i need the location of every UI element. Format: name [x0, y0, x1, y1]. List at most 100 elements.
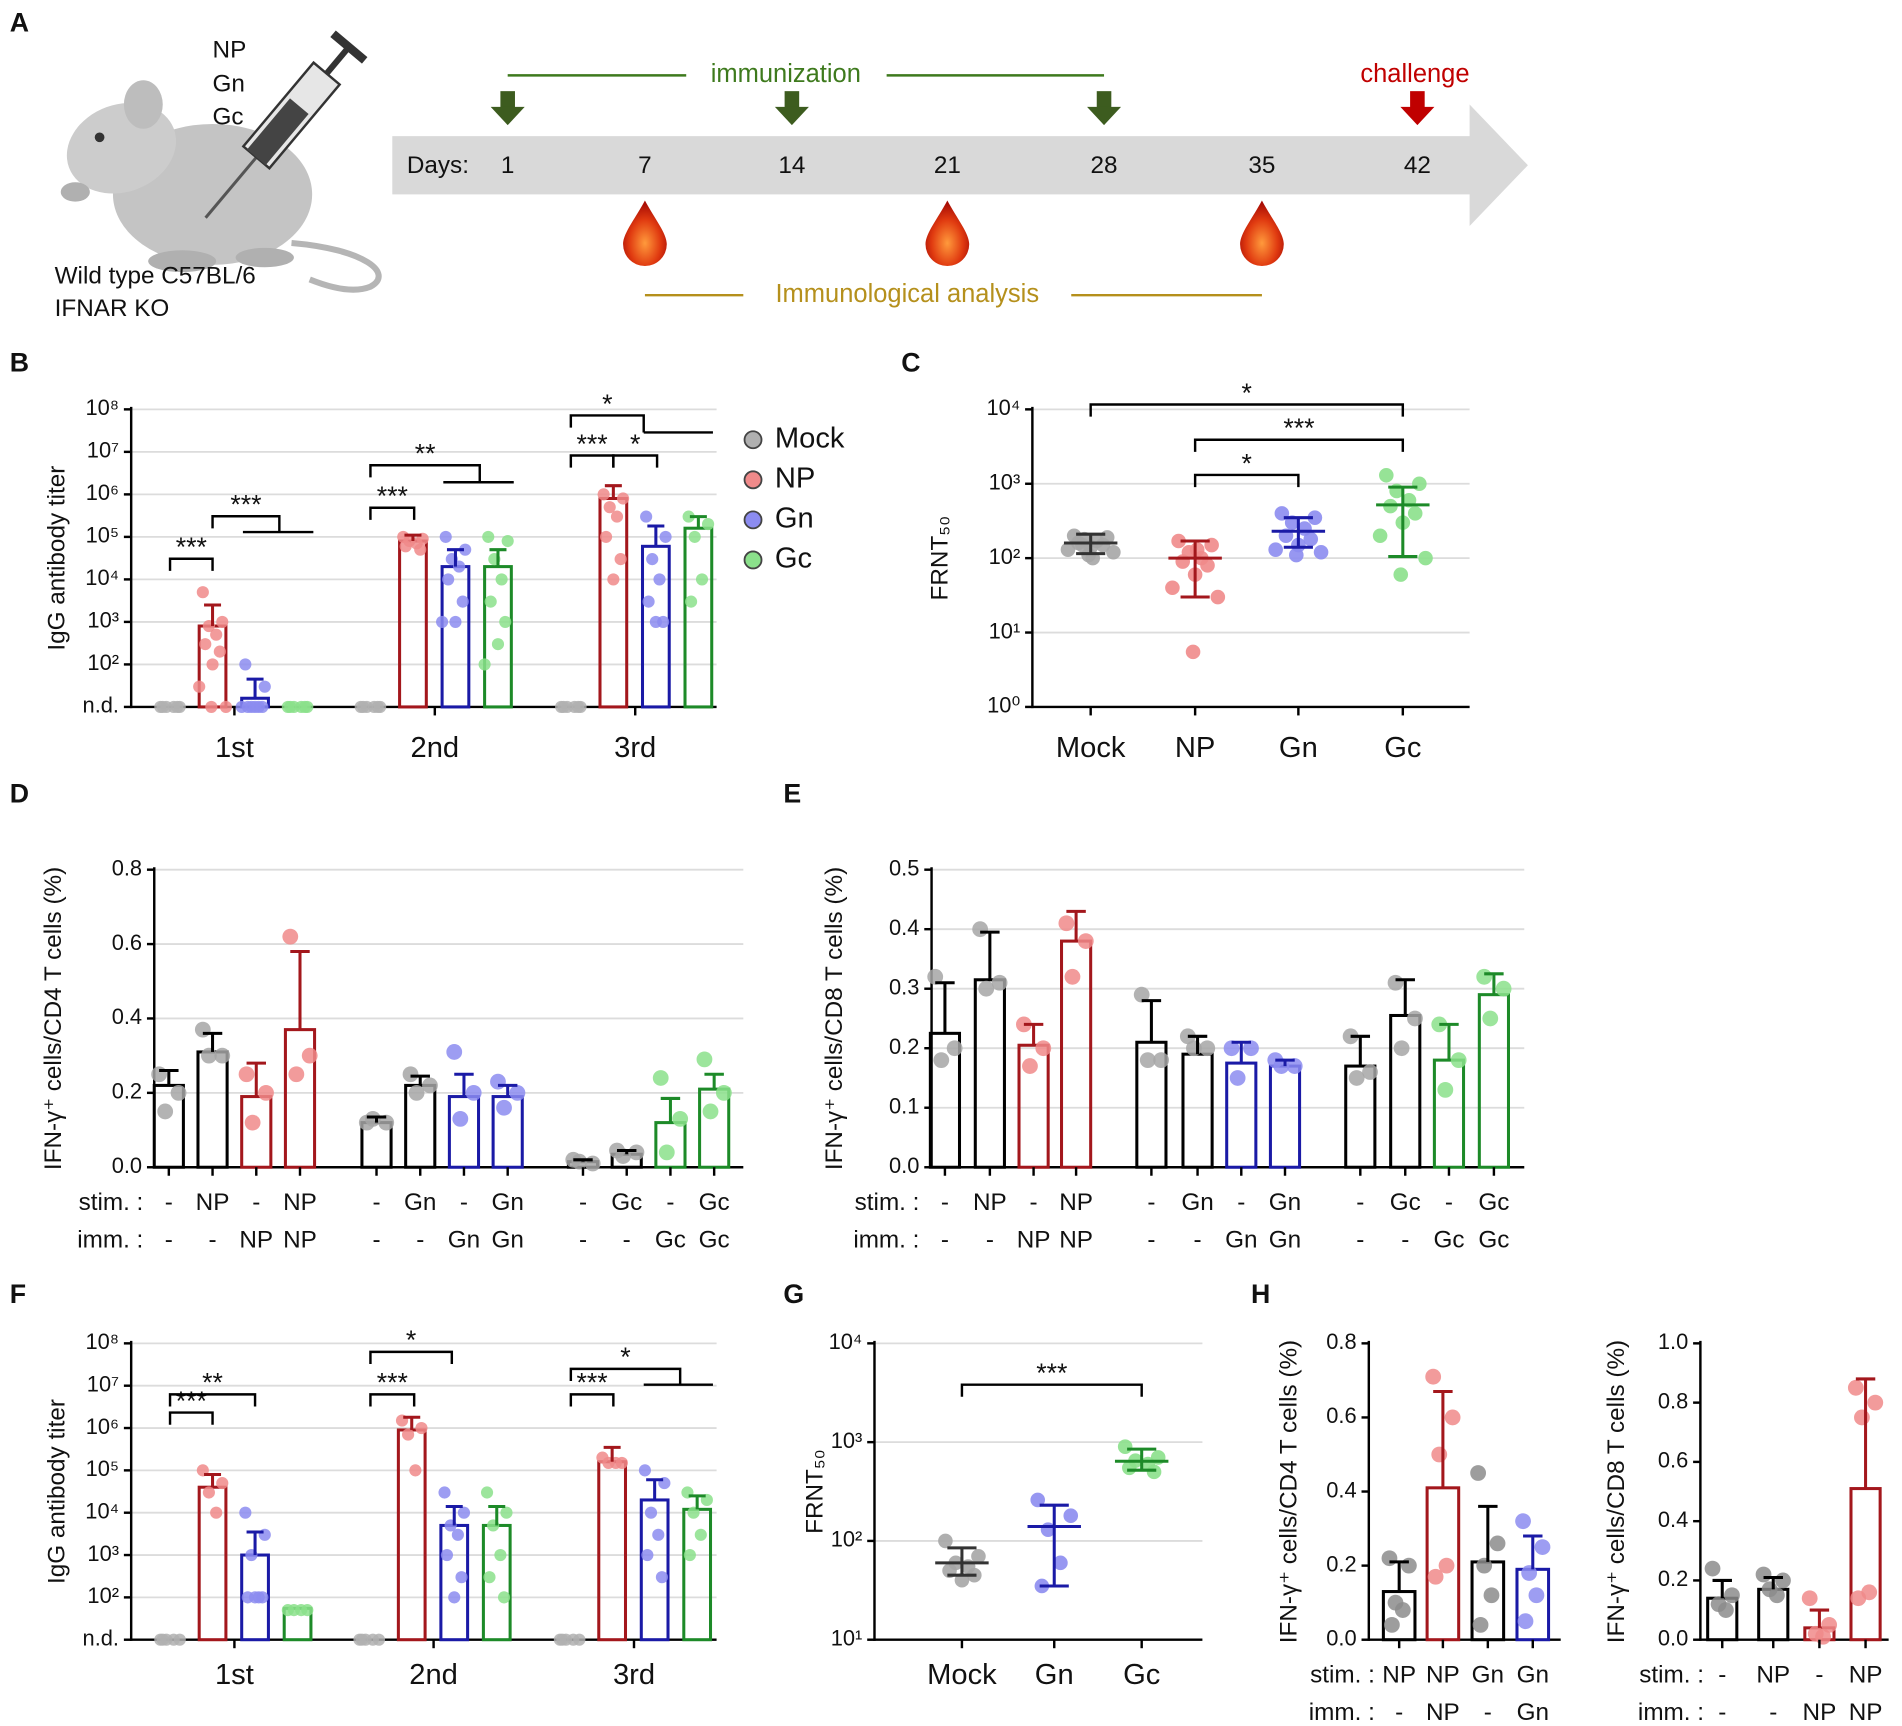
y-tick-label: 10⁷ [87, 438, 119, 463]
y-tick-label: n.d. [83, 1625, 119, 1650]
legend-marker [743, 470, 763, 490]
data-point [199, 638, 212, 651]
data-point [483, 1571, 496, 1584]
data-point [238, 1066, 255, 1083]
bar [440, 565, 471, 709]
stim-label: - [372, 1189, 380, 1216]
data-point [646, 553, 659, 566]
data-point [1060, 542, 1076, 557]
data-point [972, 921, 989, 938]
stim-label: - [460, 1189, 468, 1216]
x-tick-label: 1st [215, 1659, 254, 1691]
panel-a: A NP Gn Gc Wild type C57BL/6 IFNAR KO Da… [10, 7, 1528, 322]
y-axis-label: IgG antibody titer [44, 1399, 71, 1584]
data-point [201, 1047, 217, 1064]
data-point [1407, 506, 1423, 521]
data-point [1075, 537, 1090, 553]
data-point [1755, 1566, 1772, 1583]
y-tick-label: 10³ [831, 1428, 863, 1453]
data-point [938, 1533, 953, 1549]
y-tick-label: 0.4 [112, 1004, 142, 1029]
data-point [216, 1477, 229, 1490]
panel-letter: D [10, 779, 29, 809]
data-point [652, 1070, 669, 1086]
data-point [171, 700, 184, 714]
data-point [1431, 1446, 1448, 1463]
data-point [364, 1110, 381, 1127]
data-point [978, 980, 995, 997]
imm-label: NP [1803, 1699, 1837, 1726]
stim-label: Gn [1472, 1662, 1504, 1689]
data-point [599, 530, 613, 543]
imm-label: Gc [655, 1227, 686, 1254]
imm-label: - [1395, 1699, 1403, 1726]
data-point [248, 1591, 262, 1604]
imm-label: - [209, 1227, 217, 1254]
significance: * [620, 1342, 630, 1372]
imm-label: NP [1426, 1699, 1460, 1726]
y-tick-label: 10⁴ [85, 1498, 119, 1523]
data-point [1243, 1040, 1259, 1057]
data-point [927, 968, 944, 985]
data-point [167, 1633, 180, 1646]
data-point [991, 974, 1008, 991]
data-point [1268, 542, 1283, 557]
imm-label: - [1484, 1699, 1492, 1726]
timeline-marks: 1 7 14 21 28 35 42 [490, 91, 1435, 267]
legend-label: Mock [775, 422, 845, 454]
data-point [482, 530, 495, 543]
data-point [1769, 1587, 1785, 1604]
bar [196, 1050, 229, 1169]
bar [396, 1428, 427, 1642]
y-axis-label: IgG antibody titer [44, 466, 71, 651]
stim-label: - [1030, 1189, 1038, 1216]
arrow [1400, 106, 1435, 126]
y-tick-label: 0.2 [1658, 1566, 1688, 1591]
bracket [168, 1411, 214, 1425]
data-point [655, 1571, 669, 1584]
y-axis-label: FRNT₅₀ [927, 516, 954, 601]
data-point [1313, 544, 1329, 560]
data-point [490, 1073, 506, 1090]
data-point [496, 1099, 512, 1116]
legend-marker [743, 430, 763, 450]
data-point [500, 1506, 513, 1519]
data-point [1200, 558, 1215, 573]
row-header: stim. : [855, 1189, 920, 1216]
data-point [491, 638, 505, 651]
y-tick-label: 0.4 [1658, 1507, 1688, 1532]
data-point [610, 510, 624, 523]
data-point [456, 595, 469, 608]
significance: * [1242, 378, 1252, 408]
data-point [459, 543, 472, 556]
data-point [603, 501, 616, 514]
data-point [495, 573, 508, 586]
row-header: imm. : [77, 1227, 143, 1254]
bracket [569, 414, 713, 434]
x-tick-label: Mock [927, 1659, 997, 1691]
data-point [408, 1084, 425, 1101]
y-tick-label: 0.0 [889, 1153, 919, 1178]
data-point [1704, 1560, 1721, 1577]
imm-label: - [623, 1227, 631, 1254]
bracket [168, 1393, 257, 1407]
bracket [211, 515, 314, 534]
panel-letter: H [1251, 1279, 1270, 1309]
x-tick-label: Gn [1279, 732, 1318, 764]
data-point [1450, 1052, 1467, 1069]
data-point [1489, 1535, 1506, 1552]
data-point [1483, 1587, 1500, 1604]
charts: Bn.d. 10² 10³ 10⁴ 10⁵ 10⁶ 10⁷ 10⁸ IgG antibody t… [10, 347, 1889, 1726]
data-point [448, 1591, 461, 1604]
data-point [213, 645, 226, 658]
arrow [784, 91, 800, 109]
bar [1181, 1052, 1214, 1169]
y-tick-label: 0.8 [112, 855, 142, 880]
data-point [1289, 547, 1304, 563]
arrow [1087, 106, 1122, 126]
data-point [414, 543, 427, 556]
x-tick-label: 2nd [409, 1659, 458, 1691]
stim-label: Gc [611, 1189, 642, 1216]
data-point [248, 700, 262, 714]
y-tick-label: 10⁴ [85, 565, 119, 590]
